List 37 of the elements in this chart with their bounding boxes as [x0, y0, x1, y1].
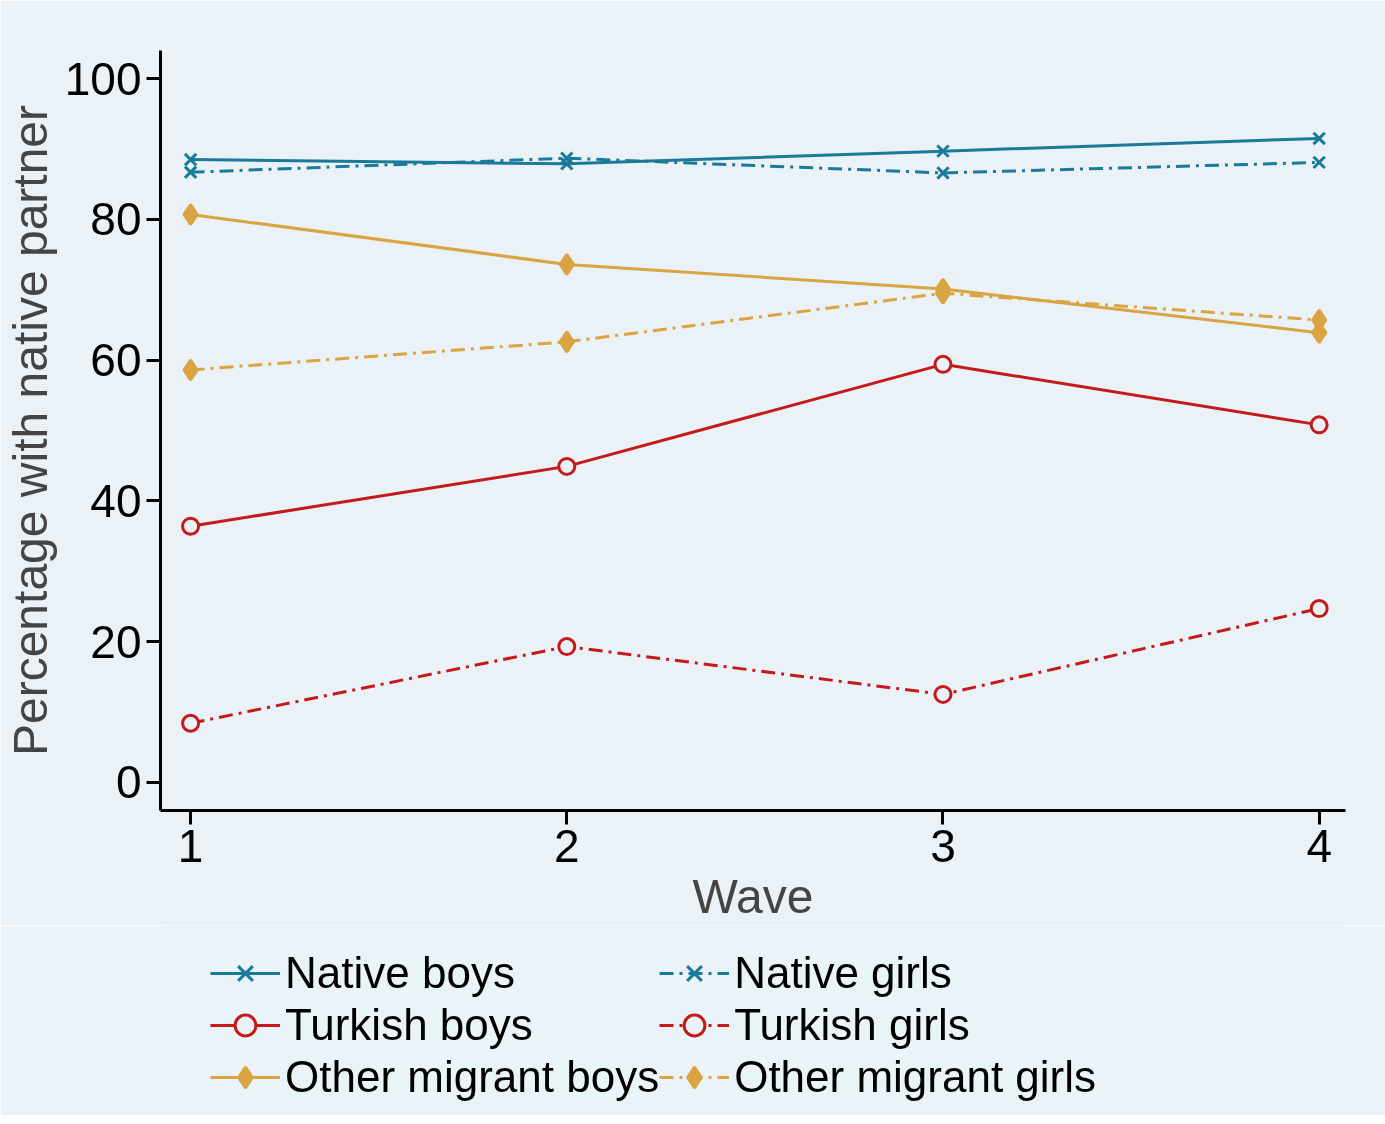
point	[1309, 415, 1329, 435]
point	[183, 165, 198, 180]
point	[1309, 599, 1329, 619]
x-tick-label: 4	[1306, 819, 1332, 872]
legend-label: Other migrant boys	[285, 1051, 660, 1103]
point	[183, 152, 198, 167]
point	[935, 165, 951, 181]
y-tick-label: 20	[90, 615, 142, 668]
point	[935, 143, 951, 159]
point	[559, 156, 574, 171]
point	[1312, 155, 1327, 170]
point	[933, 354, 953, 374]
point	[558, 252, 575, 276]
point	[182, 358, 199, 382]
legend-label: Other migrant girls	[734, 1051, 1097, 1103]
y-tick-label: 0	[115, 756, 142, 809]
y-tick-label: 60	[90, 334, 142, 387]
legend-label: Turkish boys	[285, 999, 533, 1051]
x-tick-label: 1	[177, 819, 204, 872]
legend-label: Turkish girls	[734, 999, 970, 1051]
x-tick-label: 3	[930, 819, 956, 872]
y-tick-label: 40	[90, 474, 142, 527]
point	[933, 684, 953, 704]
x-tick-label: 2	[553, 819, 580, 872]
point	[557, 456, 577, 476]
legend-label: Native boys	[285, 947, 515, 999]
point	[181, 516, 201, 536]
point	[1312, 131, 1327, 146]
point	[557, 637, 577, 657]
x-axis-title: Wave	[692, 869, 814, 923]
point	[182, 202, 199, 226]
y-axis-title: Percentage with native partner	[3, 104, 57, 757]
y-tick-label: 80	[90, 193, 142, 246]
point	[558, 330, 575, 354]
legend-label: Native girls	[734, 947, 952, 999]
point	[181, 713, 201, 733]
y-tick-label: 100	[64, 52, 142, 105]
